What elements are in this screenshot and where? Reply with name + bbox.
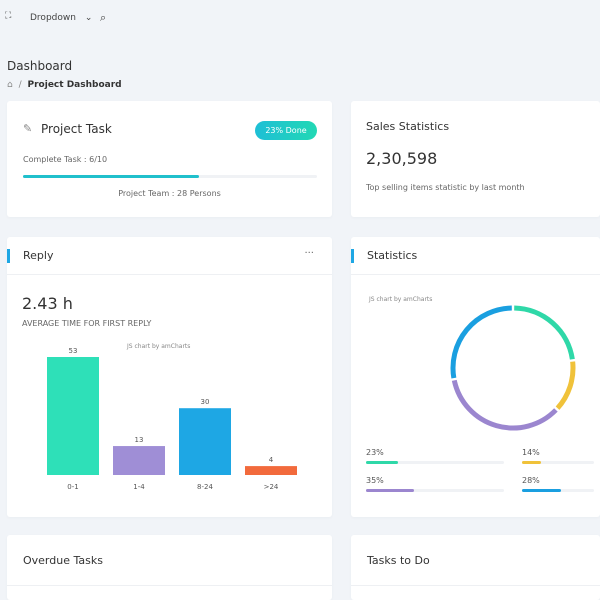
donut-slice[interactable] <box>514 305 575 360</box>
chart-credit: JS chart by amCharts <box>127 343 191 350</box>
legend-bar <box>366 461 504 464</box>
legend-percent: 35% <box>366 476 384 485</box>
home-icon[interactable]: ⌂ <box>7 80 13 90</box>
legend-percent: 23% <box>366 448 384 457</box>
legend-percent: 28% <box>522 476 540 485</box>
card-title: Statistics <box>367 249 418 262</box>
chevron-down-icon: ⌄ <box>84 13 93 23</box>
bar-0-1[interactable] <box>47 357 99 475</box>
search-icon[interactable]: ⌕ <box>100 11 107 24</box>
statistics-card: Statistics JS chart by amCharts 23% 14% 35… <box>351 237 600 517</box>
bar-8-24[interactable] <box>179 408 231 475</box>
reply-value: 2.43 h <box>22 294 73 313</box>
reply-caption: AVERAGE TIME FOR FIRST REPLY <box>22 319 152 328</box>
card-title: Sales Statistics <box>366 120 450 133</box>
card-title: Overdue Tasks <box>23 554 103 567</box>
sales-caption: Top selling items statistic by last mont… <box>366 183 525 192</box>
bar->24[interactable] <box>245 466 297 475</box>
edit-icon: ✎ <box>23 122 33 135</box>
category-label: 8-24 <box>197 483 213 491</box>
card-title: Reply <box>23 249 54 262</box>
legend-percent: 14% <box>522 448 540 457</box>
legend-bar <box>366 489 504 492</box>
page-title: Dashboard <box>7 59 73 73</box>
status-badge: 23% Done <box>255 121 317 140</box>
bar-1-4[interactable] <box>113 446 165 475</box>
bar-value-label: 13 <box>135 436 144 444</box>
legend-bar <box>522 461 594 464</box>
breadcrumb: ⌂ / Project Dashboard <box>7 80 122 90</box>
fullscreen-icon[interactable]: ⛶ <box>5 11 12 21</box>
sales-value: 2,30,598 <box>366 149 438 168</box>
breadcrumb-separator: / <box>18 80 22 90</box>
project-team-label: Project Team : 28 Persons <box>118 189 221 198</box>
donut-slice[interactable] <box>451 379 558 431</box>
chart-credit: JS chart by amCharts <box>369 296 433 303</box>
category-label: >24 <box>264 483 279 491</box>
reply-bar-chart: 53 0-1 13 1-4 30 8-24 4 >24 <box>47 347 297 491</box>
card-title: Project Task <box>41 122 112 136</box>
project-task-card: ✎ Project Task 23% Done Complete Task : … <box>7 101 332 217</box>
reply-card: Reply ··· 2.43 h AVERAGE TIME FOR FIRST … <box>7 237 332 517</box>
task-progress-bar <box>23 175 317 178</box>
complete-task-label: Complete Task : 6/10 <box>23 155 108 164</box>
tasks-to-do-card: Tasks to Do <box>351 535 600 600</box>
overdue-tasks-card: Overdue Tasks <box>7 535 332 600</box>
dropdown-menu[interactable]: Dropdown ⌄ <box>30 13 92 23</box>
legend-bar <box>522 489 594 492</box>
breadcrumb-current: Project Dashboard <box>27 80 122 90</box>
donut-slice[interactable] <box>450 305 512 379</box>
bar-value-label: 30 <box>201 398 210 406</box>
bar-value-label: 4 <box>269 456 274 464</box>
donut-slice[interactable] <box>555 361 576 410</box>
card-title: Tasks to Do <box>367 554 430 567</box>
statistics-donut-chart <box>450 305 576 431</box>
category-label: 0-1 <box>67 483 78 491</box>
category-label: 1-4 <box>133 483 145 491</box>
sales-statistics-card: Sales Statistics 2,30,598 Top selling it… <box>351 101 600 217</box>
more-options-icon[interactable]: ··· <box>304 248 314 259</box>
bar-value-label: 53 <box>69 347 78 355</box>
dropdown-label: Dropdown <box>30 13 76 23</box>
